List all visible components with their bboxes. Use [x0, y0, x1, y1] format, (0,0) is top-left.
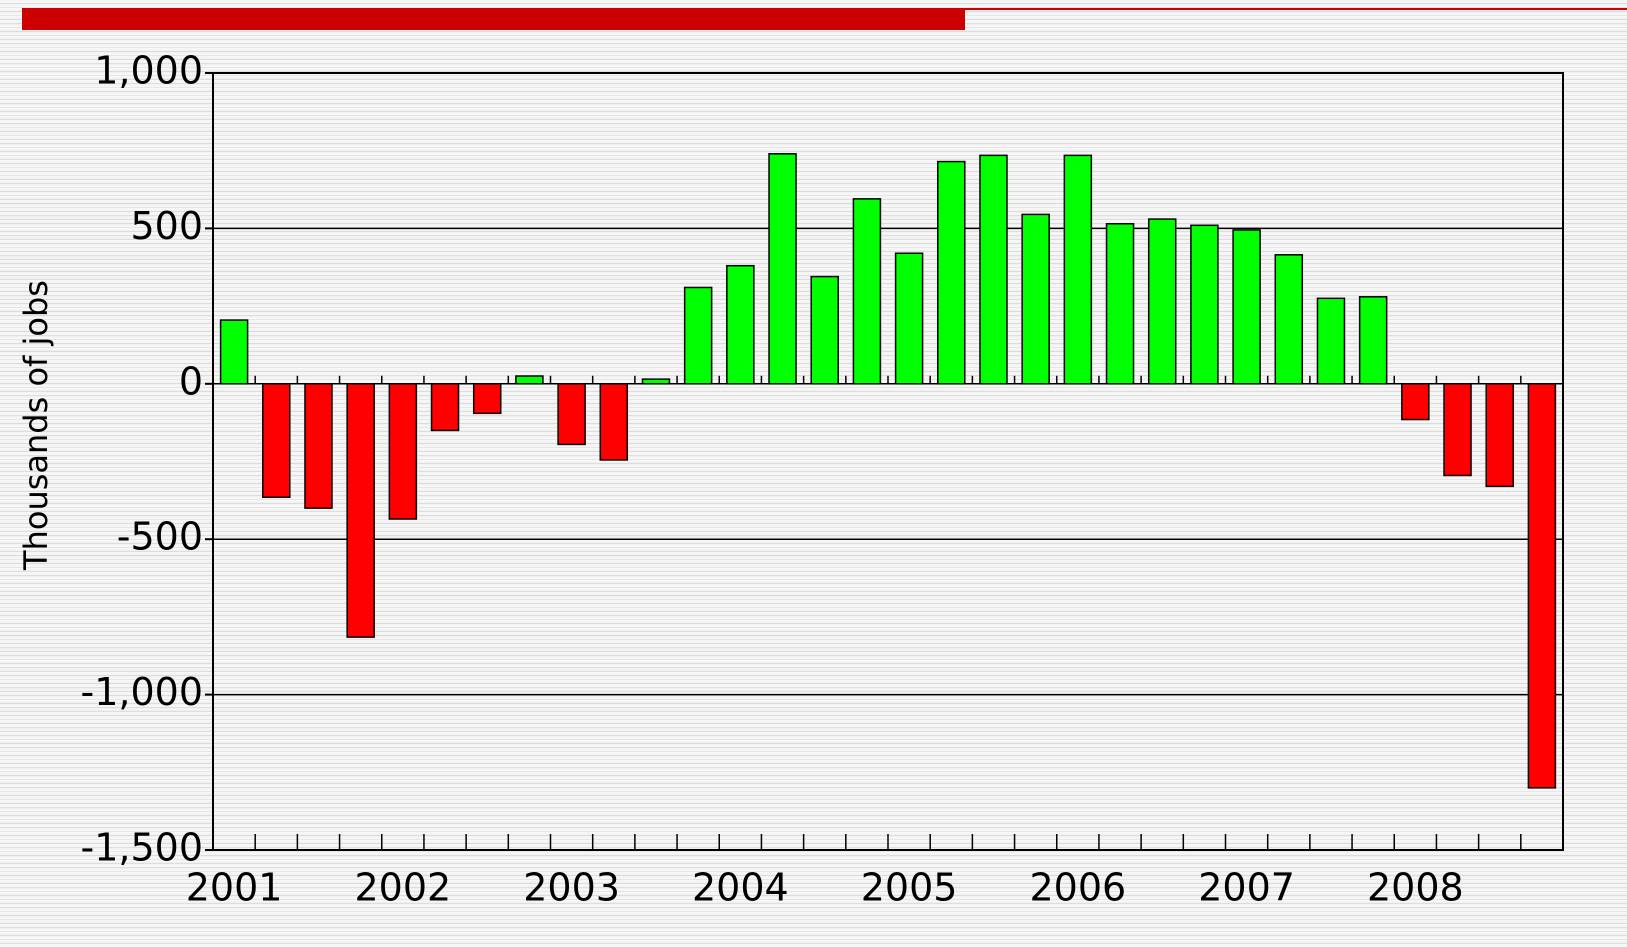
bar: [979, 154, 1008, 385]
y-tick-label: -1,500: [81, 826, 204, 870]
y-axis-label: Thousands of jobs: [17, 280, 55, 571]
y-tick-label: -500: [117, 515, 203, 559]
x-tick-label: 2004: [692, 866, 789, 910]
bar: [1063, 154, 1093, 385]
x-tick-label: 2001: [186, 866, 283, 910]
bar: [1443, 383, 1472, 477]
bar: [768, 153, 797, 385]
x-tick-label: 2007: [1198, 866, 1295, 910]
x-tick-label: 2006: [1029, 866, 1126, 910]
bar: [1232, 229, 1261, 385]
bar: [1485, 383, 1514, 488]
bar: [262, 383, 291, 498]
bar: [852, 198, 882, 385]
bar: [515, 375, 544, 385]
bar: [937, 160, 966, 385]
bar: [346, 383, 375, 638]
bar: [1401, 383, 1430, 421]
bar: [1527, 383, 1557, 789]
bar: [557, 383, 586, 446]
y-tick-label: 500: [130, 204, 203, 248]
bar: [1105, 222, 1135, 385]
bar: [1316, 297, 1346, 385]
bar: [810, 275, 839, 385]
bar: [430, 383, 460, 432]
bar: [1190, 224, 1219, 385]
x-tick-label: 2008: [1367, 866, 1464, 910]
x-tick-label: 2002: [354, 866, 451, 910]
bar: [599, 383, 629, 461]
bar: [472, 383, 502, 415]
bar: [388, 383, 418, 520]
bar: [1147, 218, 1177, 385]
bar: [1274, 254, 1304, 385]
x-tick-label: 2005: [861, 866, 958, 910]
bar: [1358, 296, 1388, 385]
bar: [1021, 213, 1050, 385]
bar: [683, 286, 713, 385]
bar: [726, 264, 755, 385]
y-tick-label: 0: [179, 359, 203, 403]
x-tick-label: 2003: [523, 866, 620, 910]
y-tick-label: 1,000: [94, 49, 203, 93]
bar: [304, 383, 333, 509]
bar: [894, 252, 924, 385]
y-tick-label: -1,000: [81, 670, 204, 714]
header-bar: [22, 8, 965, 30]
bar: [641, 378, 671, 385]
bar: [219, 319, 249, 385]
